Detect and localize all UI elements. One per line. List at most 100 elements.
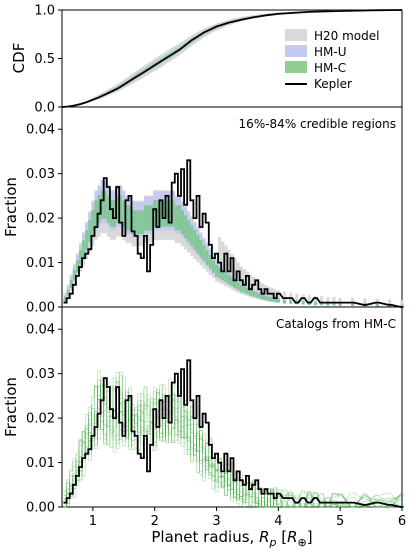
credible-band-hmc-bin — [255, 292, 259, 298]
credible-band-h20-bin — [313, 296, 317, 306]
catalog-hist — [63, 379, 404, 508]
credible-band-hmc-bin — [270, 297, 274, 302]
credible-band-hmc-bin — [174, 205, 178, 231]
credible-band-hmc-bin — [239, 284, 243, 292]
cdf-y-tick-label: 0.0 — [34, 101, 55, 116]
cdf-panel: 0.0 0.5 1.0 CDF H20 model HM-U HM-C Kepler — [10, 4, 403, 116]
legend-label-hmc: HM-C — [314, 61, 346, 75]
credible-band-hmc-bin — [122, 200, 126, 227]
legend-swatch-h20 — [285, 29, 307, 41]
credible-band-h20-bin — [227, 249, 231, 288]
legend-swatch-hmc — [285, 61, 307, 73]
credible-band-hmc-bin — [236, 282, 240, 290]
credible-band-hmc-bin — [196, 235, 200, 254]
credible-band-hmc-bin — [215, 264, 219, 277]
credible-band-hmc-bin — [88, 220, 92, 243]
credible-band-hmc-bin — [140, 210, 144, 235]
credible-band-hmc-bin — [326, 302, 330, 306]
catalogs-y-tick-label: 0.01 — [26, 456, 55, 471]
credible-band-hmc-bin — [276, 298, 280, 303]
credible-band-hmc-bin — [267, 296, 271, 301]
credible-band-hmc-bin — [137, 210, 141, 235]
credible-band-hmc-bin — [261, 294, 265, 300]
credible-band-hmc-bin — [301, 301, 305, 305]
x-tick-label: 2 — [151, 514, 159, 529]
x-tick-label: 4 — [274, 514, 282, 529]
credible-band-hmc-bin — [72, 269, 76, 281]
x-tick-label: 3 — [212, 514, 220, 529]
credible-band-hmc-bin — [205, 250, 209, 265]
credible-band-hmc-bin — [66, 289, 70, 296]
credible-band-hmc-bin — [400, 304, 404, 307]
credible-band-hmc-bin — [131, 210, 135, 235]
credible-band-hmc-bin — [187, 220, 191, 243]
credible-band-hmc-bin — [177, 205, 181, 231]
credible-band-hmc-bin — [168, 200, 172, 227]
credible-band-h20-bin — [301, 294, 305, 305]
credible-band-hmc-bin — [75, 259, 79, 273]
credible-band-hmc-bin — [113, 200, 117, 227]
credible-band-hmc-bin — [224, 272, 228, 283]
catalog-hist — [63, 386, 404, 508]
x-tick-label: 5 — [336, 514, 344, 529]
credible-band-h20-bin — [252, 276, 256, 299]
credible-band-h20-bin — [270, 287, 274, 303]
catalogs-annotation: Catalogs from HM-C — [276, 317, 396, 331]
credible-y-tick-label: 0.01 — [26, 256, 55, 271]
catalogs-kepler-step — [63, 359, 404, 508]
credible-band-hmc-bin — [94, 200, 98, 227]
catalog-hist — [63, 375, 404, 508]
cdf-y-tick-label: 0.5 — [34, 52, 55, 67]
catalogs-x-ticks: 1 2 3 4 5 6 — [89, 507, 406, 529]
credible-band-h20-bin — [261, 283, 265, 301]
credible-band-hmc-bin — [320, 302, 324, 306]
credible-band-hmc-bin — [184, 215, 188, 239]
credible-band-hmc-bin — [119, 195, 123, 223]
credible-band-h20-bin — [276, 290, 280, 304]
credible-band-hmc-bin — [116, 195, 120, 223]
credible-band-h20-bin — [307, 295, 311, 306]
credible-band-hmc-bin — [208, 255, 212, 269]
credible-band-h20-bin — [230, 253, 234, 290]
credible-band-hmc-bin — [230, 277, 234, 286]
credible-y-tick-label: 0.00 — [26, 301, 55, 316]
catalog-hist — [63, 379, 404, 508]
credible-band-hmc-bin — [79, 250, 83, 265]
credible-band-hmc-bin — [156, 200, 160, 227]
credible-y-tick-label: 0.03 — [26, 167, 55, 182]
credible-band-hmc-bin — [143, 205, 147, 231]
credible-kepler-hist — [63, 159, 404, 308]
credible-band-h20-bin — [245, 271, 249, 297]
credible-band-hmc-bin — [153, 200, 157, 227]
credible-band-hmc-bin — [91, 210, 95, 235]
x-tick-label: 1 — [89, 514, 97, 529]
credible-annotation: 16%-84% credible regions — [239, 117, 396, 131]
credible-band-hmc-bin — [69, 279, 73, 288]
credible-band-h20-bin — [233, 258, 237, 291]
credible-band-hmc-bin — [242, 286, 246, 293]
x-axis-label: Planet radius, Rp [R⊕] — [151, 528, 312, 549]
cdf-bands — [62, 10, 402, 107]
credible-band-hmc-bin — [159, 200, 163, 227]
catalogs-cloud — [63, 370, 404, 508]
credible-band-hmc-bin — [165, 200, 169, 227]
credible-band-hmc-bin — [150, 205, 154, 231]
credible-band-h20-bin — [295, 293, 299, 305]
catalog-hist — [63, 384, 404, 508]
credible-band-hmc-bin — [63, 297, 67, 302]
cdf-line-kepler — [61, 9, 403, 108]
credible-band-hmc-bin — [283, 299, 287, 304]
catalog-hist — [63, 371, 404, 508]
catalogs-kepler-hist — [63, 359, 404, 508]
credible-band-hmc-bin — [252, 290, 256, 297]
credible-band-hmc-bin — [245, 287, 249, 295]
catalogs-y-axis-label: Fraction — [2, 377, 20, 437]
credible-band-hmc-bin — [85, 230, 89, 250]
credible-band-hmc-bin — [338, 303, 342, 306]
credible-band-h20-bin — [273, 289, 277, 303]
credible-bands — [63, 179, 404, 307]
catalog-hist — [63, 376, 404, 508]
legend-label-h20: H20 model — [314, 29, 379, 43]
credible-band-hmc-bin — [125, 205, 129, 231]
